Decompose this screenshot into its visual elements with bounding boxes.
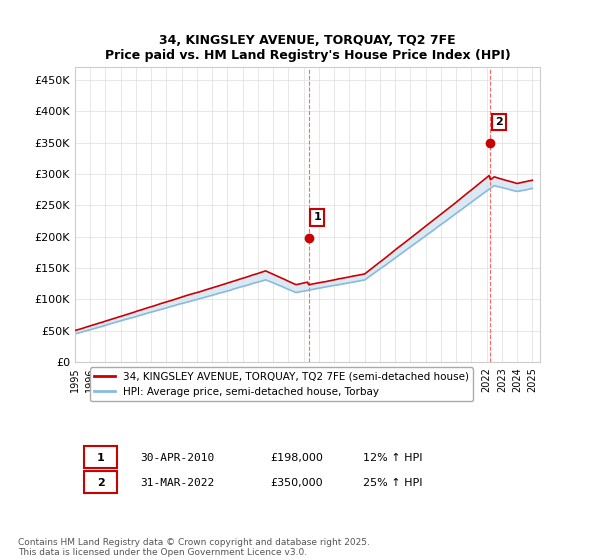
FancyBboxPatch shape <box>84 471 117 493</box>
Text: £198,000: £198,000 <box>270 452 323 463</box>
Text: 12% ↑ HPI: 12% ↑ HPI <box>364 452 423 463</box>
Text: £350,000: £350,000 <box>270 478 323 488</box>
Text: 25% ↑ HPI: 25% ↑ HPI <box>364 478 423 488</box>
Text: 2: 2 <box>495 117 503 127</box>
Legend: 34, KINGSLEY AVENUE, TORQUAY, TQ2 7FE (semi-detached house), HPI: Average price,: 34, KINGSLEY AVENUE, TORQUAY, TQ2 7FE (s… <box>89 367 473 401</box>
Title: 34, KINGSLEY AVENUE, TORQUAY, TQ2 7FE
Price paid vs. HM Land Registry's House Pr: 34, KINGSLEY AVENUE, TORQUAY, TQ2 7FE Pr… <box>104 34 511 62</box>
Text: 1: 1 <box>313 212 321 222</box>
Text: 30-APR-2010: 30-APR-2010 <box>140 452 214 463</box>
Text: 1: 1 <box>97 452 104 463</box>
Text: 31-MAR-2022: 31-MAR-2022 <box>140 478 214 488</box>
Text: 2: 2 <box>97 478 104 488</box>
Text: Contains HM Land Registry data © Crown copyright and database right 2025.
This d: Contains HM Land Registry data © Crown c… <box>18 538 370 557</box>
FancyBboxPatch shape <box>84 446 117 468</box>
